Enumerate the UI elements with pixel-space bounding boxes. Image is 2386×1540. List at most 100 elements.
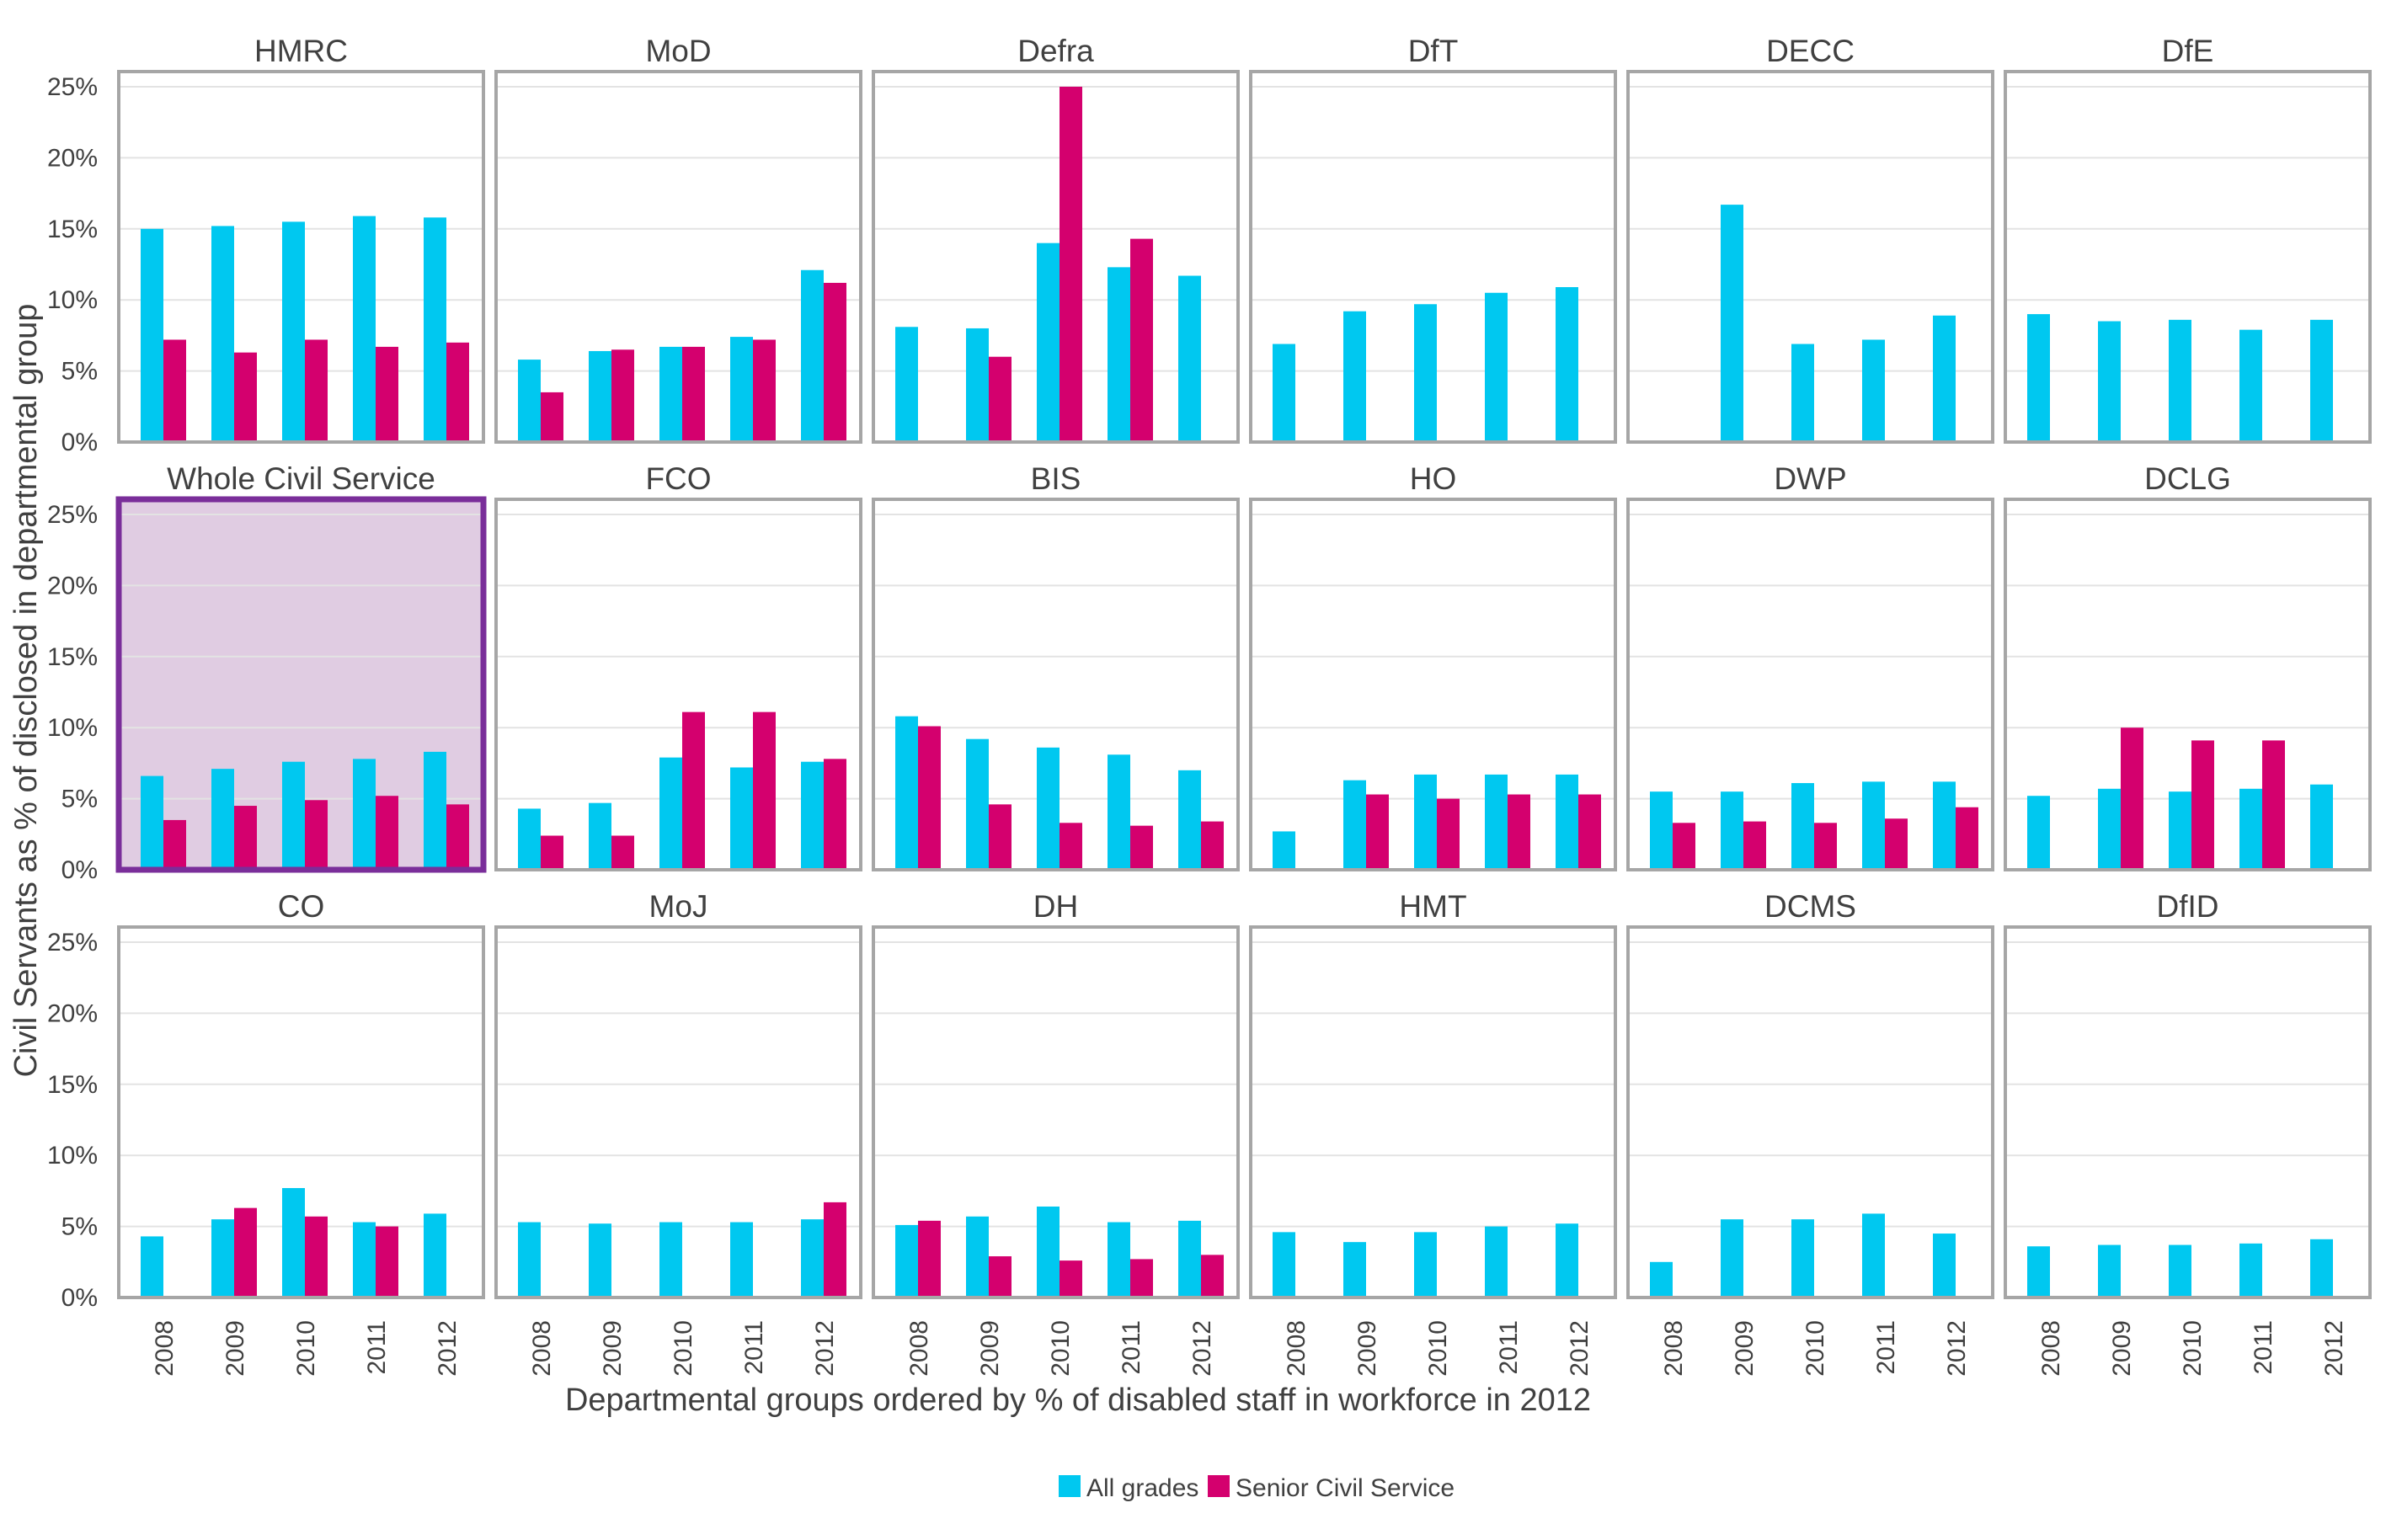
panel-border: [117, 70, 485, 444]
panel-border: [117, 925, 485, 1299]
y-tick-label: 5%: [61, 358, 98, 386]
bar-senior-civil-service-2012: [824, 759, 846, 870]
x-tick-label-2008: 2008: [2037, 1320, 2065, 1377]
bar-all-grades-2010: [2169, 791, 2191, 870]
bar-senior-civil-service-2009: [611, 349, 634, 442]
x-tick-label-2012: 2012: [1566, 1320, 1593, 1377]
bar-senior-civil-service-2010: [1060, 823, 1082, 870]
bar-senior-civil-service-2010: [305, 339, 328, 442]
panel-title-bis: BIS: [1031, 461, 1081, 496]
panel-whole-civil-service: Whole Civil Service: [115, 461, 487, 873]
bar-all-grades-2012: [801, 1219, 824, 1298]
legend-swatch-senior-civil-service: [1208, 1475, 1230, 1497]
bar-senior-civil-service-2012: [446, 804, 469, 870]
panel-mod: MoD: [494, 34, 862, 444]
bar-all-grades-2012: [801, 269, 824, 442]
panel-dfe: DfE: [2004, 34, 2372, 444]
panel-border: [1626, 498, 1994, 871]
bar-all-grades-2011: [1862, 1213, 1885, 1298]
bar-all-grades-2008: [141, 228, 163, 442]
panel-title-co: CO: [278, 889, 325, 924]
panels-layer: HMRC MoD Defra DfT DECC DfE Whole Civil Servic…: [115, 34, 2372, 1299]
bar-all-grades-2008: [1273, 1232, 1295, 1298]
bar-all-grades-2011: [1862, 339, 1885, 442]
panel-border: [1626, 70, 1994, 444]
y-tick-label: 5%: [61, 1213, 98, 1241]
bar-all-grades-2008: [141, 775, 163, 870]
x-tick-label-2009: 2009: [1731, 1320, 1759, 1377]
bar-all-grades-2012: [1178, 1220, 1201, 1298]
panel-moj: MoJ: [494, 889, 862, 1299]
x-tick-label-2012: 2012: [811, 1320, 839, 1377]
x-tick-label-2010: 2010: [2179, 1320, 2207, 1377]
x-tick-label-2008: 2008: [905, 1320, 933, 1377]
bar-all-grades-2008: [1273, 344, 1295, 442]
panel-title-whole-civil-service: Whole Civil Service: [167, 461, 435, 496]
panel-ho: HO: [1249, 461, 1617, 871]
bar-all-grades-2009: [1343, 311, 1366, 442]
bar-senior-civil-service-2009: [234, 806, 257, 870]
bar-senior-civil-service-2008: [918, 1220, 941, 1298]
panel-border: [872, 498, 1240, 871]
bar-all-grades-2011: [730, 1222, 753, 1298]
bar-senior-civil-service-2008: [541, 835, 563, 870]
x-tick-label-2008: 2008: [1283, 1320, 1310, 1377]
bar-all-grades-2010: [1414, 304, 1437, 442]
x-tick-label-2012: 2012: [434, 1320, 462, 1377]
bar-senior-civil-service-2010: [2191, 740, 2214, 870]
panel-border: [2004, 925, 2372, 1299]
bar-senior-civil-service-2012: [1201, 1255, 1224, 1298]
bar-senior-civil-service-2010: [1437, 798, 1460, 870]
panel-title-dwp: DWP: [1774, 461, 1846, 496]
x-axis-year-labels: 2008 2009 2010 2011 2012 2008 2009 2010 2011 2012…: [151, 1320, 2348, 1377]
x-tick-label-2011: 2011: [1872, 1320, 1900, 1375]
panel-border: [2004, 70, 2372, 444]
bar-senior-civil-service-2011: [1130, 1259, 1153, 1298]
bar-senior-civil-service-2009: [1366, 794, 1389, 870]
bar-senior-civil-service-2009: [1743, 821, 1766, 870]
bar-all-grades-2012: [801, 761, 824, 870]
bar-all-grades-2009: [2098, 321, 2121, 442]
y-tick-label: 0%: [61, 856, 98, 884]
y-tick-label: 25%: [47, 73, 98, 101]
bar-all-grades-2009: [966, 328, 989, 442]
panel-title-moj: MoJ: [649, 889, 708, 924]
panel-border: [1249, 925, 1617, 1299]
bar-all-grades-2010: [1414, 1232, 1437, 1298]
y-tick-label: 10%: [47, 1142, 98, 1170]
bar-senior-civil-service-2010: [1060, 87, 1082, 442]
x-tick-label-2008: 2008: [528, 1320, 556, 1377]
y-tick-label: 10%: [47, 714, 98, 742]
bar-senior-civil-service-2012: [1956, 807, 1978, 870]
bar-senior-civil-service-2011: [376, 796, 398, 870]
bar-all-grades-2011: [1485, 1226, 1508, 1298]
panel-border: [2004, 498, 2372, 871]
bar-all-grades-2011: [1862, 781, 1885, 870]
bar-all-grades-2012: [424, 1213, 446, 1298]
y-tick-label: 20%: [47, 144, 98, 172]
bar-all-grades-2010: [1037, 1206, 1060, 1298]
bar-all-grades-2008: [2027, 1246, 2050, 1298]
x-tick-label-2010: 2010: [1047, 1320, 1075, 1377]
bar-all-grades-2009: [589, 1223, 611, 1298]
bar-all-grades-2009: [211, 226, 234, 442]
bar-all-grades-2008: [1650, 1261, 1673, 1298]
bar-all-grades-2009: [2098, 788, 2121, 870]
bar-senior-civil-service-2011: [376, 346, 398, 442]
bar-senior-civil-service-2009: [989, 1256, 1012, 1298]
panel-hmrc: HMRC: [117, 34, 485, 444]
bar-all-grades-2012: [1178, 275, 1201, 442]
bar-all-grades-2008: [518, 1222, 541, 1298]
y-tick-label: 15%: [47, 1071, 98, 1099]
panel-border: [872, 925, 1240, 1299]
bar-all-grades-2010: [659, 757, 682, 870]
panel-border: [494, 925, 862, 1299]
bar-all-grades-2009: [966, 1216, 989, 1298]
bar-all-grades-2011: [730, 337, 753, 442]
bar-all-grades-2008: [1650, 791, 1673, 870]
y-tick-label: 10%: [47, 286, 98, 314]
bar-all-grades-2009: [1721, 205, 1743, 442]
bar-all-grades-2009: [589, 350, 611, 442]
bar-all-grades-2012: [424, 751, 446, 870]
